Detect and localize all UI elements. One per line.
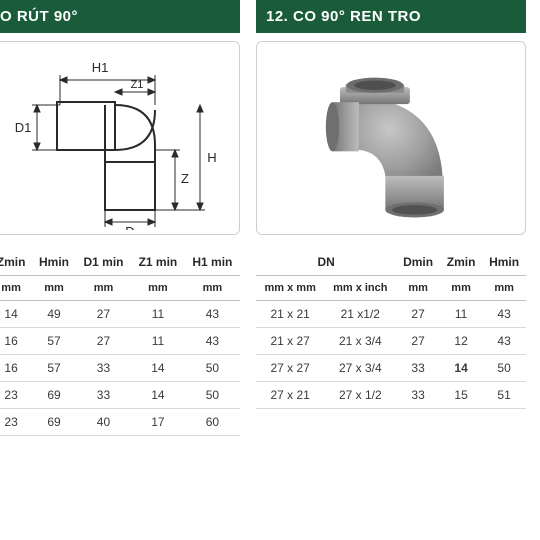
table-header-row: DN Dmin Zmin Hmin xyxy=(256,249,526,276)
col-header: Zmin xyxy=(440,249,482,276)
col-header: Zmin xyxy=(0,249,32,276)
unit-cell: mm xyxy=(0,276,32,301)
unit-cell: mm xyxy=(131,276,185,301)
col-header: DN xyxy=(256,249,396,276)
table-cell: 21 x 21 xyxy=(256,301,324,328)
unit-cell: mm xyxy=(32,276,76,301)
table-cell: 50 xyxy=(482,355,526,382)
table-cell: 11 xyxy=(131,301,185,328)
svg-text:H: H xyxy=(207,150,216,165)
svg-text:Z1: Z1 xyxy=(131,79,144,91)
table-units-row: mm x mm mm x inch mm mm mm xyxy=(256,276,526,301)
product-photo xyxy=(265,50,517,230)
table-cell: 27 xyxy=(396,301,440,328)
col-header: Dmin xyxy=(396,249,440,276)
table-cell: 14 xyxy=(440,355,482,382)
right-panel xyxy=(256,41,526,235)
table-cell: 27 xyxy=(76,328,131,355)
col-header: Hmin xyxy=(32,249,76,276)
table-cell: 33 xyxy=(396,355,440,382)
svg-text:H1: H1 xyxy=(92,60,109,75)
left-header: O RÚT 90° xyxy=(0,0,240,33)
col-header: D1 min xyxy=(76,249,131,276)
table-row: 1657331450 xyxy=(0,355,240,382)
table-row: 2369401760 xyxy=(0,409,240,436)
left-spec-table: Zmin Hmin D1 min Z1 min H1 min mm mm mm … xyxy=(0,249,240,436)
table-cell: 27 x 1/2 xyxy=(324,382,396,409)
table-cell: 17 xyxy=(131,409,185,436)
right-product-column: 12. CO 90° REN TRO xyxy=(256,0,526,540)
unit-cell: mm xyxy=(396,276,440,301)
table-cell: 57 xyxy=(32,355,76,382)
table-cell: 21 x 27 xyxy=(256,328,324,355)
table-cell: 51 xyxy=(482,382,526,409)
table-cell: 57 xyxy=(32,328,76,355)
svg-text:D: D xyxy=(125,224,134,230)
table-cell: 27 x 27 xyxy=(256,355,324,382)
table-cell: 40 xyxy=(76,409,131,436)
table-header-row: Zmin Hmin D1 min Z1 min H1 min xyxy=(0,249,240,276)
table-cell: 27 xyxy=(396,328,440,355)
right-header: 12. CO 90° REN TRO xyxy=(256,0,526,33)
table-cell: 21 x 3/4 xyxy=(324,328,396,355)
table-cell: 69 xyxy=(32,409,76,436)
right-spec-table: DN Dmin Zmin Hmin mm x mm mm x inch mm m… xyxy=(256,249,526,409)
technical-diagram: H1 Z1 D1 Z H D xyxy=(0,50,231,230)
unit-cell: mm xyxy=(482,276,526,301)
left-product-column: O RÚT 90° xyxy=(0,0,240,540)
table-cell: 50 xyxy=(185,355,240,382)
table-row: 2369331450 xyxy=(0,382,240,409)
col-header: H1 min xyxy=(185,249,240,276)
table-row: 1657271143 xyxy=(0,328,240,355)
unit-cell: mm xyxy=(185,276,240,301)
table-cell: 16 xyxy=(0,355,32,382)
left-panel: H1 Z1 D1 Z H D xyxy=(0,41,240,235)
table-row: 21 x 2721 x 3/4271243 xyxy=(256,328,526,355)
table-cell: 15 xyxy=(440,382,482,409)
table-cell: 27 x 3/4 xyxy=(324,355,396,382)
table-cell: 27 x 21 xyxy=(256,382,324,409)
table-cell: 27 xyxy=(76,301,131,328)
table-cell: 14 xyxy=(131,355,185,382)
table-cell: 16 xyxy=(0,328,32,355)
col-header: Hmin xyxy=(482,249,526,276)
unit-cell: mm xyxy=(76,276,131,301)
svg-text:Z: Z xyxy=(181,171,189,186)
table-cell: 11 xyxy=(440,301,482,328)
table-cell: 12 xyxy=(440,328,482,355)
table-cell: 43 xyxy=(185,328,240,355)
table-row: 27 x 2727 x 3/4331450 xyxy=(256,355,526,382)
table-cell: 60 xyxy=(185,409,240,436)
table-row: 27 x 2127 x 1/2331551 xyxy=(256,382,526,409)
table-cell: 33 xyxy=(76,355,131,382)
table-cell: 43 xyxy=(185,301,240,328)
unit-cell: mm xyxy=(440,276,482,301)
table-cell: 14 xyxy=(0,301,32,328)
table-cell: 14 xyxy=(131,382,185,409)
table-cell: 43 xyxy=(482,301,526,328)
table-row: 21 x 2121 x1/2271143 xyxy=(256,301,526,328)
col-header: Z1 min xyxy=(131,249,185,276)
table-cell: 23 xyxy=(0,382,32,409)
table-cell: 49 xyxy=(32,301,76,328)
table-cell: 21 x1/2 xyxy=(324,301,396,328)
table-cell: 11 xyxy=(131,328,185,355)
svg-text:D1: D1 xyxy=(15,120,32,135)
table-cell: 69 xyxy=(32,382,76,409)
table-row: 1449271143 xyxy=(0,301,240,328)
table-cell: 33 xyxy=(76,382,131,409)
table-cell: 23 xyxy=(0,409,32,436)
table-cell: 50 xyxy=(185,382,240,409)
unit-cell: mm x mm xyxy=(256,276,324,301)
table-cell: 33 xyxy=(396,382,440,409)
table-cell: 43 xyxy=(482,328,526,355)
table-units-row: mm mm mm mm mm xyxy=(0,276,240,301)
unit-cell: mm x inch xyxy=(324,276,396,301)
